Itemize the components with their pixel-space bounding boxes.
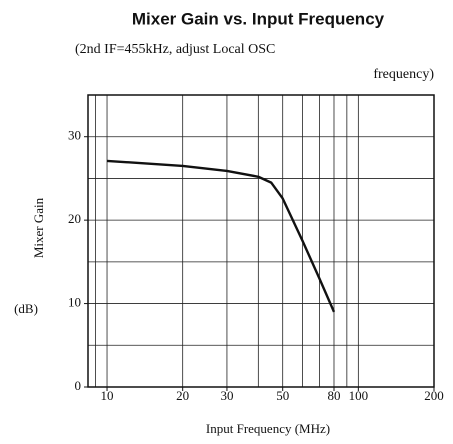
x-tick-label: 30	[220, 388, 233, 403]
x-tick-label: 50	[276, 388, 289, 403]
y-tick-label: 0	[75, 378, 82, 393]
x-tick-label: 10	[101, 388, 114, 403]
line	[106, 159, 336, 313]
y-tick-label: 10	[68, 295, 81, 310]
plot-frame	[87, 94, 435, 388]
y-tick-label: 20	[68, 211, 81, 226]
chart-title: Mixer Gain vs. Input Frequency	[132, 9, 385, 28]
x-tick-label: 20	[176, 388, 189, 403]
x-axis-label: Input Frequency (MHz)	[206, 421, 330, 436]
y-axis-label: Mixer Gain	[31, 197, 46, 258]
x-tick-label: 200	[424, 388, 444, 403]
x-tick-label: 100	[349, 388, 369, 403]
x-tick-label: 80	[327, 388, 340, 403]
subtitle: (2nd IF=455kHz, adjust Local OSC	[75, 42, 275, 57]
subtitle: frequency)	[373, 67, 434, 82]
y-axis-unit: (dB)	[14, 301, 38, 316]
y-tick-label: 30	[68, 128, 81, 143]
